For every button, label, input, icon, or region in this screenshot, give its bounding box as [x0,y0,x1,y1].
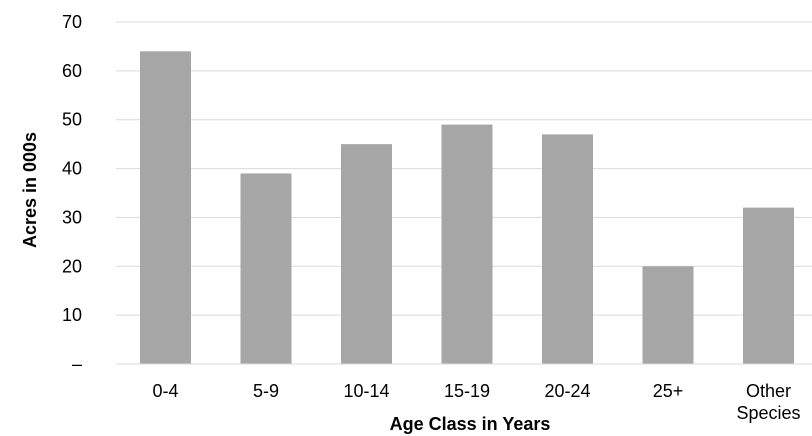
y-tick-label: 20 [62,256,82,276]
x-tick-label: 20-24 [544,381,590,401]
y-tick-label: 30 [62,207,82,227]
x-tick-label: 15-19 [444,381,490,401]
bar [240,173,292,364]
bar [542,134,593,364]
y-axis-ticks: – 10 20 30 40 50 60 70 [62,12,82,374]
x-tick-label: 10-14 [343,381,389,401]
x-tick-label: 0-4 [152,381,178,401]
bar [642,266,694,364]
y-tick-label: 60 [62,61,82,81]
y-tick-label: 70 [62,12,82,32]
y-tick-label: 50 [62,110,82,130]
bar [140,51,191,365]
x-tick-label: 25+ [653,381,684,401]
x-tick-label: Other [746,381,791,401]
bar [441,124,493,364]
y-axis-title: Acres in 000s [20,132,40,248]
x-tick-label: 5-9 [253,381,279,401]
y-tick-label: 10 [62,305,82,325]
bar [743,207,794,364]
y-tick-label: – [72,354,82,374]
x-tick-label: Species [736,403,800,423]
bar [341,144,392,364]
bars [140,51,794,365]
y-tick-label: 40 [62,159,82,179]
x-axis-title: Age Class in Years [390,414,551,434]
